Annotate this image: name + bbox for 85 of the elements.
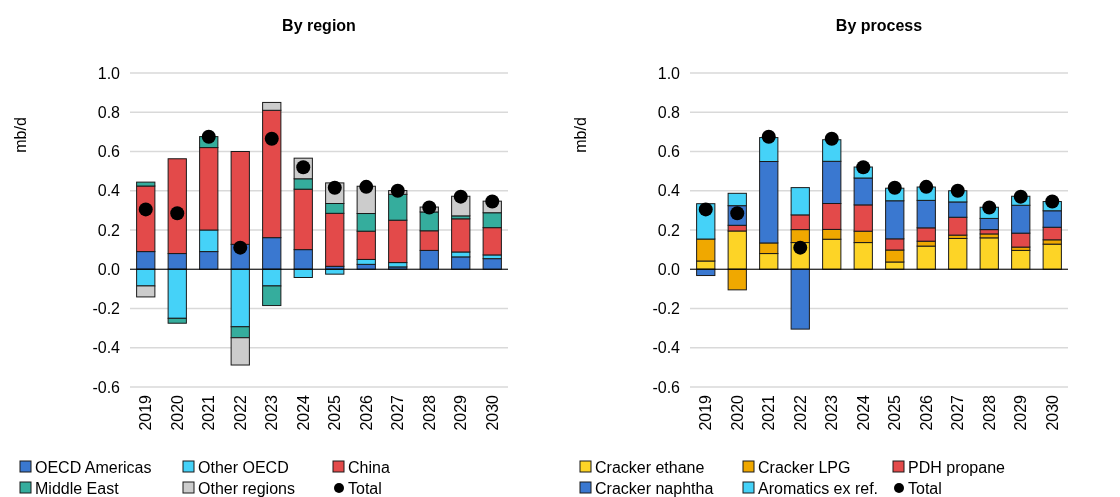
point bbox=[201, 129, 216, 144]
legend-label: Cracker LPG bbox=[758, 458, 851, 476]
point bbox=[453, 189, 468, 204]
legend-label: Cracker ethane bbox=[595, 458, 705, 476]
point bbox=[138, 202, 153, 217]
x-tick-label: 2019 bbox=[137, 394, 155, 431]
point bbox=[698, 202, 713, 217]
point bbox=[390, 183, 405, 198]
legend-label: China bbox=[348, 458, 390, 476]
bar bbox=[916, 245, 936, 270]
y-axis-title: mb/d bbox=[12, 117, 29, 153]
x-tick-label: 2028 bbox=[980, 394, 998, 431]
point bbox=[856, 160, 871, 175]
point bbox=[950, 183, 965, 198]
y-tick-label: 0.2 bbox=[97, 221, 121, 239]
x-tick-label: 2021 bbox=[760, 394, 778, 431]
x-tick-label: 2020 bbox=[728, 394, 746, 431]
x-tick-label: 2028 bbox=[420, 394, 438, 431]
y-tick-label: 0.2 bbox=[657, 221, 681, 239]
legend-label: Other regions bbox=[198, 479, 295, 497]
x-tick-label: 2022 bbox=[791, 394, 809, 431]
y-tick-label: 0.4 bbox=[97, 182, 121, 200]
legend-label: Total bbox=[348, 479, 382, 497]
chart-title: By process bbox=[835, 17, 923, 34]
y-tick-label: 1.0 bbox=[657, 64, 681, 82]
x-tick-label: 2029 bbox=[452, 394, 470, 431]
bar bbox=[1042, 243, 1062, 270]
point bbox=[1013, 189, 1028, 204]
x-tick-label: 2027 bbox=[949, 394, 967, 431]
y-tick-label: -0.2 bbox=[92, 300, 121, 318]
legend-label: Total bbox=[908, 479, 942, 497]
x-tick-label: 2024 bbox=[854, 394, 872, 431]
point bbox=[887, 180, 902, 195]
x-tick-label: 2026 bbox=[917, 394, 935, 431]
legend-label: Other OECD bbox=[198, 458, 289, 476]
y-tick-label: 0.4 bbox=[657, 182, 681, 200]
point bbox=[233, 240, 248, 255]
x-tick-label: 2027 bbox=[389, 394, 407, 431]
bar bbox=[979, 237, 999, 270]
legend-label: PDH propane bbox=[908, 458, 1006, 476]
y-tick-label: 0.8 bbox=[657, 103, 681, 121]
bar bbox=[1011, 249, 1031, 270]
point bbox=[919, 179, 934, 194]
x-tick-label: 2020 bbox=[168, 394, 186, 431]
y-tick-label: -0.2 bbox=[652, 300, 681, 318]
point bbox=[264, 131, 279, 146]
legend-label: Aromatics ex ref. bbox=[758, 479, 879, 497]
y-tick-label: -0.6 bbox=[652, 378, 681, 396]
x-tick-label: 2019 bbox=[697, 394, 715, 431]
y-tick-label: -0.6 bbox=[92, 378, 121, 396]
x-tick-label: 2025 bbox=[886, 394, 904, 431]
point bbox=[1045, 194, 1060, 209]
x-tick-label: 2030 bbox=[483, 394, 501, 431]
x-tick-label: 2022 bbox=[231, 394, 249, 431]
point bbox=[793, 240, 808, 255]
x-tick-label: 2025 bbox=[326, 394, 344, 431]
y-tick-label: 0.0 bbox=[657, 260, 681, 278]
y-tick-label: 0.6 bbox=[657, 143, 681, 161]
x-tick-label: 2026 bbox=[357, 394, 375, 431]
x-tick-label: 2021 bbox=[200, 394, 218, 431]
x-tick-label: 2023 bbox=[823, 394, 841, 431]
y-tick-label: 1.0 bbox=[97, 64, 121, 82]
bar bbox=[948, 237, 968, 270]
x-tick-label: 2024 bbox=[294, 394, 312, 431]
x-tick-label: 2029 bbox=[1012, 394, 1030, 431]
point bbox=[422, 200, 437, 215]
chart-title: By region bbox=[282, 17, 356, 34]
bar bbox=[482, 258, 502, 270]
point bbox=[485, 194, 500, 209]
y-tick-label: 0.0 bbox=[97, 260, 121, 278]
y-tick-label: 0.6 bbox=[97, 143, 121, 161]
point bbox=[761, 129, 776, 144]
legend-label: Middle East bbox=[35, 479, 120, 497]
point bbox=[170, 206, 185, 221]
legend-label: Cracker naphtha bbox=[595, 479, 714, 497]
y-axis-title: mb/d bbox=[572, 117, 589, 153]
x-tick-label: 2023 bbox=[263, 394, 281, 431]
point bbox=[359, 179, 374, 194]
y-tick-label: -0.4 bbox=[652, 339, 681, 357]
legend-label: OECD Americas bbox=[35, 458, 152, 476]
point bbox=[824, 131, 839, 146]
y-tick-label: -0.4 bbox=[92, 339, 121, 357]
point bbox=[982, 200, 997, 215]
y-tick-label: 0.8 bbox=[97, 103, 121, 121]
x-tick-label: 2030 bbox=[1043, 394, 1061, 431]
